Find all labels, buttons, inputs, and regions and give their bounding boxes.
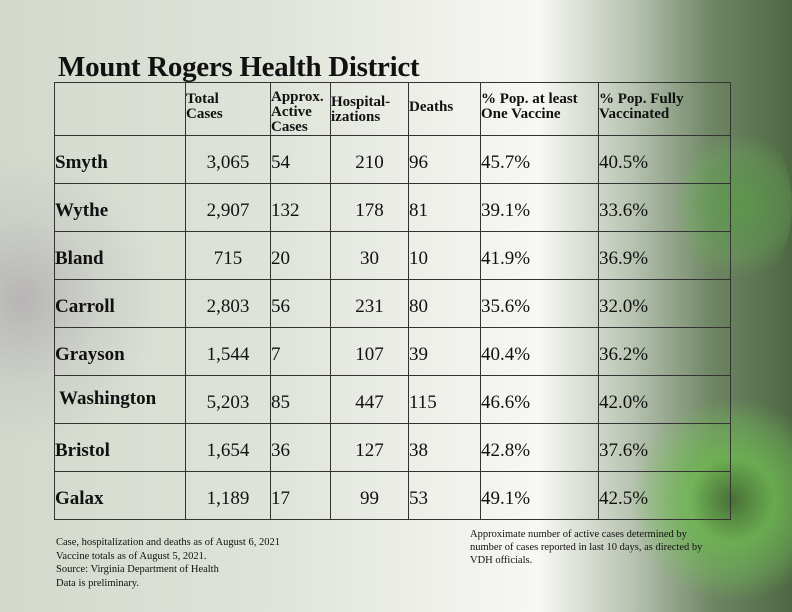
cell-active-cases: 36 [270,423,331,472]
cell-pct-fully-vaccinated: 36.2% [598,327,731,376]
cell-pct-one-vaccine: 45.7% [480,135,599,184]
table-row: Wythe 2,907 132 178 81 39.1% 33.6% [54,183,731,232]
cell-active-cases: 17 [270,471,331,520]
cell-hospitalizations: 99 [330,471,409,520]
cell-locality: Smyth [54,135,186,184]
cell-active-cases: 85 [270,375,331,424]
header-hospitalizations: Hospital- izations [330,82,409,136]
table-row: Bristol 1,654 36 127 38 42.8% 37.6% [54,423,731,472]
cell-locality: Wythe [54,183,186,232]
health-data-table: Total Cases Approx. Active Cases Hospita… [54,82,731,520]
table-row: Grayson 1,544 7 107 39 40.4% 36.2% [54,327,731,376]
cell-total-cases: 2,803 [185,279,271,328]
cell-deaths: 10 [408,231,481,280]
cell-total-cases: 5,203 [185,375,271,424]
table-row: Washington 5,203 85 447 115 46.6% 42.0% [54,375,731,424]
cell-total-cases: 2,907 [185,183,271,232]
cell-deaths: 96 [408,135,481,184]
cell-active-cases: 56 [270,279,331,328]
cell-locality: Carroll [54,279,186,328]
cell-deaths: 81 [408,183,481,232]
cell-deaths: 39 [408,327,481,376]
cell-pct-one-vaccine: 42.8% [480,423,599,472]
header-locality [54,82,186,136]
cell-pct-fully-vaccinated: 32.0% [598,279,731,328]
cell-total-cases: 715 [185,231,271,280]
header-pct-fully-vaccinated: % Pop. Fully Vaccinated [598,82,731,136]
header-active-cases: Approx. Active Cases [270,82,331,136]
cell-active-cases: 20 [270,231,331,280]
cell-locality: Bland [54,231,186,280]
page-title: Mount Rogers Health District [58,51,420,83]
cell-hospitalizations: 107 [330,327,409,376]
cell-deaths: 115 [408,375,481,424]
header-total-cases: Total Cases [185,82,271,136]
footnote-active-cases: Approximate number of active cases deter… [470,529,703,566]
cell-deaths: 80 [408,279,481,328]
table-row: Smyth 3,065 54 210 96 45.7% 40.5% [54,135,731,184]
cell-pct-fully-vaccinated: 42.5% [598,471,731,520]
header-deaths: Deaths [408,82,481,136]
cell-pct-fully-vaccinated: 36.9% [598,231,731,280]
cell-total-cases: 1,189 [185,471,271,520]
table-row: Carroll 2,803 56 231 80 35.6% 32.0% [54,279,731,328]
cell-pct-fully-vaccinated: 33.6% [598,183,731,232]
cell-locality: Washington [54,375,186,424]
cell-pct-one-vaccine: 35.6% [480,279,599,328]
cell-locality: Galax [54,471,186,520]
table-header-row: Total Cases Approx. Active Cases Hospita… [54,82,731,136]
cell-pct-one-vaccine: 46.6% [480,375,599,424]
cell-active-cases: 7 [270,327,331,376]
cell-total-cases: 3,065 [185,135,271,184]
cell-hospitalizations: 210 [330,135,409,184]
cell-total-cases: 1,654 [185,423,271,472]
cell-pct-one-vaccine: 40.4% [480,327,599,376]
cell-pct-fully-vaccinated: 42.0% [598,375,731,424]
cell-locality: Bristol [54,423,186,472]
cell-pct-fully-vaccinated: 40.5% [598,135,731,184]
cell-total-cases: 1,544 [185,327,271,376]
cell-deaths: 38 [408,423,481,472]
cell-pct-fully-vaccinated: 37.6% [598,423,731,472]
cell-locality: Grayson [54,327,186,376]
cell-hospitalizations: 447 [330,375,409,424]
table-row: Galax 1,189 17 99 53 49.1% 42.5% [54,471,731,520]
cell-hospitalizations: 30 [330,231,409,280]
cell-hospitalizations: 178 [330,183,409,232]
header-pct-one-vaccine: % Pop. at least One Vaccine [480,82,599,136]
cell-active-cases: 132 [270,183,331,232]
cell-hospitalizations: 127 [330,423,409,472]
table-row: Bland 715 20 30 10 41.9% 36.9% [54,231,731,280]
cell-deaths: 53 [408,471,481,520]
cell-pct-one-vaccine: 49.1% [480,471,599,520]
footnote-data-dates: Case, hospitalization and deaths as of A… [56,537,280,589]
cell-active-cases: 54 [270,135,331,184]
cell-pct-one-vaccine: 41.9% [480,231,599,280]
cell-pct-one-vaccine: 39.1% [480,183,599,232]
cell-hospitalizations: 231 [330,279,409,328]
